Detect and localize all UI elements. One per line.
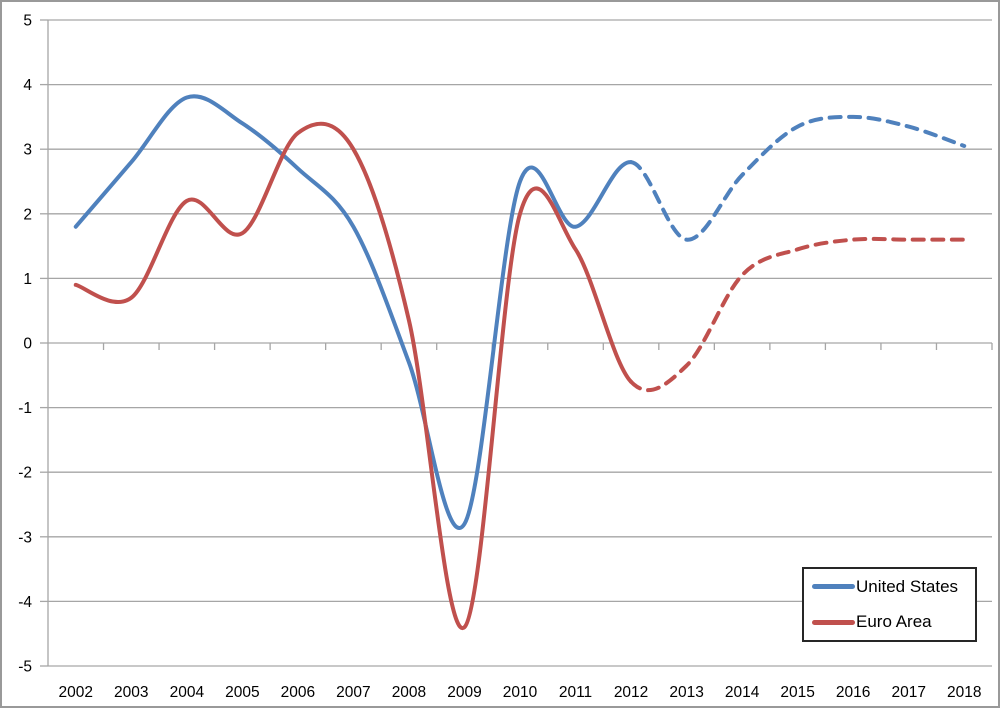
- legend-item-united-states: United States: [812, 577, 975, 597]
- x-tick-label: 2014: [725, 684, 760, 701]
- x-tick-label: 2017: [891, 684, 925, 701]
- legend-item-euro-area: Euro Area: [812, 612, 975, 632]
- y-tick-label: -3: [18, 529, 32, 546]
- series-line-united-states-forecast-dashed: [629, 114, 967, 242]
- legend-label-euro-area: Euro Area: [856, 612, 932, 632]
- legend: United States Euro Area: [802, 567, 977, 642]
- x-tick-label: 2006: [281, 684, 315, 701]
- x-tick-label: 2005: [225, 684, 259, 701]
- x-tick-label: 2007: [336, 684, 370, 701]
- x-tick-label: 2004: [170, 684, 205, 701]
- x-tick-label: 2015: [780, 684, 814, 701]
- x-tick-label: 2008: [392, 684, 426, 701]
- legend-line-swatch-united-states: [812, 584, 855, 590]
- x-tick-label: 2010: [503, 684, 538, 701]
- y-tick-label: -5: [18, 659, 32, 676]
- legend-line-swatch-euro-area: [812, 619, 855, 625]
- y-tick-label: 1: [23, 271, 32, 288]
- legend-label-united-states: United States: [856, 576, 959, 596]
- y-tick-label: 5: [23, 13, 32, 30]
- x-tick-label: 2016: [836, 684, 870, 701]
- x-tick-label: 2013: [669, 684, 703, 701]
- x-tick-label: 2009: [447, 684, 481, 701]
- x-tick-label: 2003: [114, 684, 148, 701]
- series-line-united-states-historical: [73, 94, 634, 530]
- y-tick-label: 3: [23, 142, 32, 159]
- y-tick-label: -1: [18, 400, 32, 417]
- series-line-euro-area-historical: [73, 121, 634, 630]
- y-tick-label: 4: [23, 77, 32, 94]
- y-tick-label: -4: [18, 594, 32, 611]
- series-line-euro-area-forecast-dashed: [629, 236, 967, 393]
- x-tick-label: 2011: [559, 684, 592, 701]
- x-tick-label: 2002: [59, 684, 93, 701]
- y-tick-label: 2: [23, 206, 32, 223]
- y-tick-label: 0: [23, 336, 32, 353]
- x-tick-label: 2012: [614, 684, 648, 701]
- x-tick-label: 2018: [947, 684, 981, 701]
- y-tick-label: -2: [18, 465, 32, 482]
